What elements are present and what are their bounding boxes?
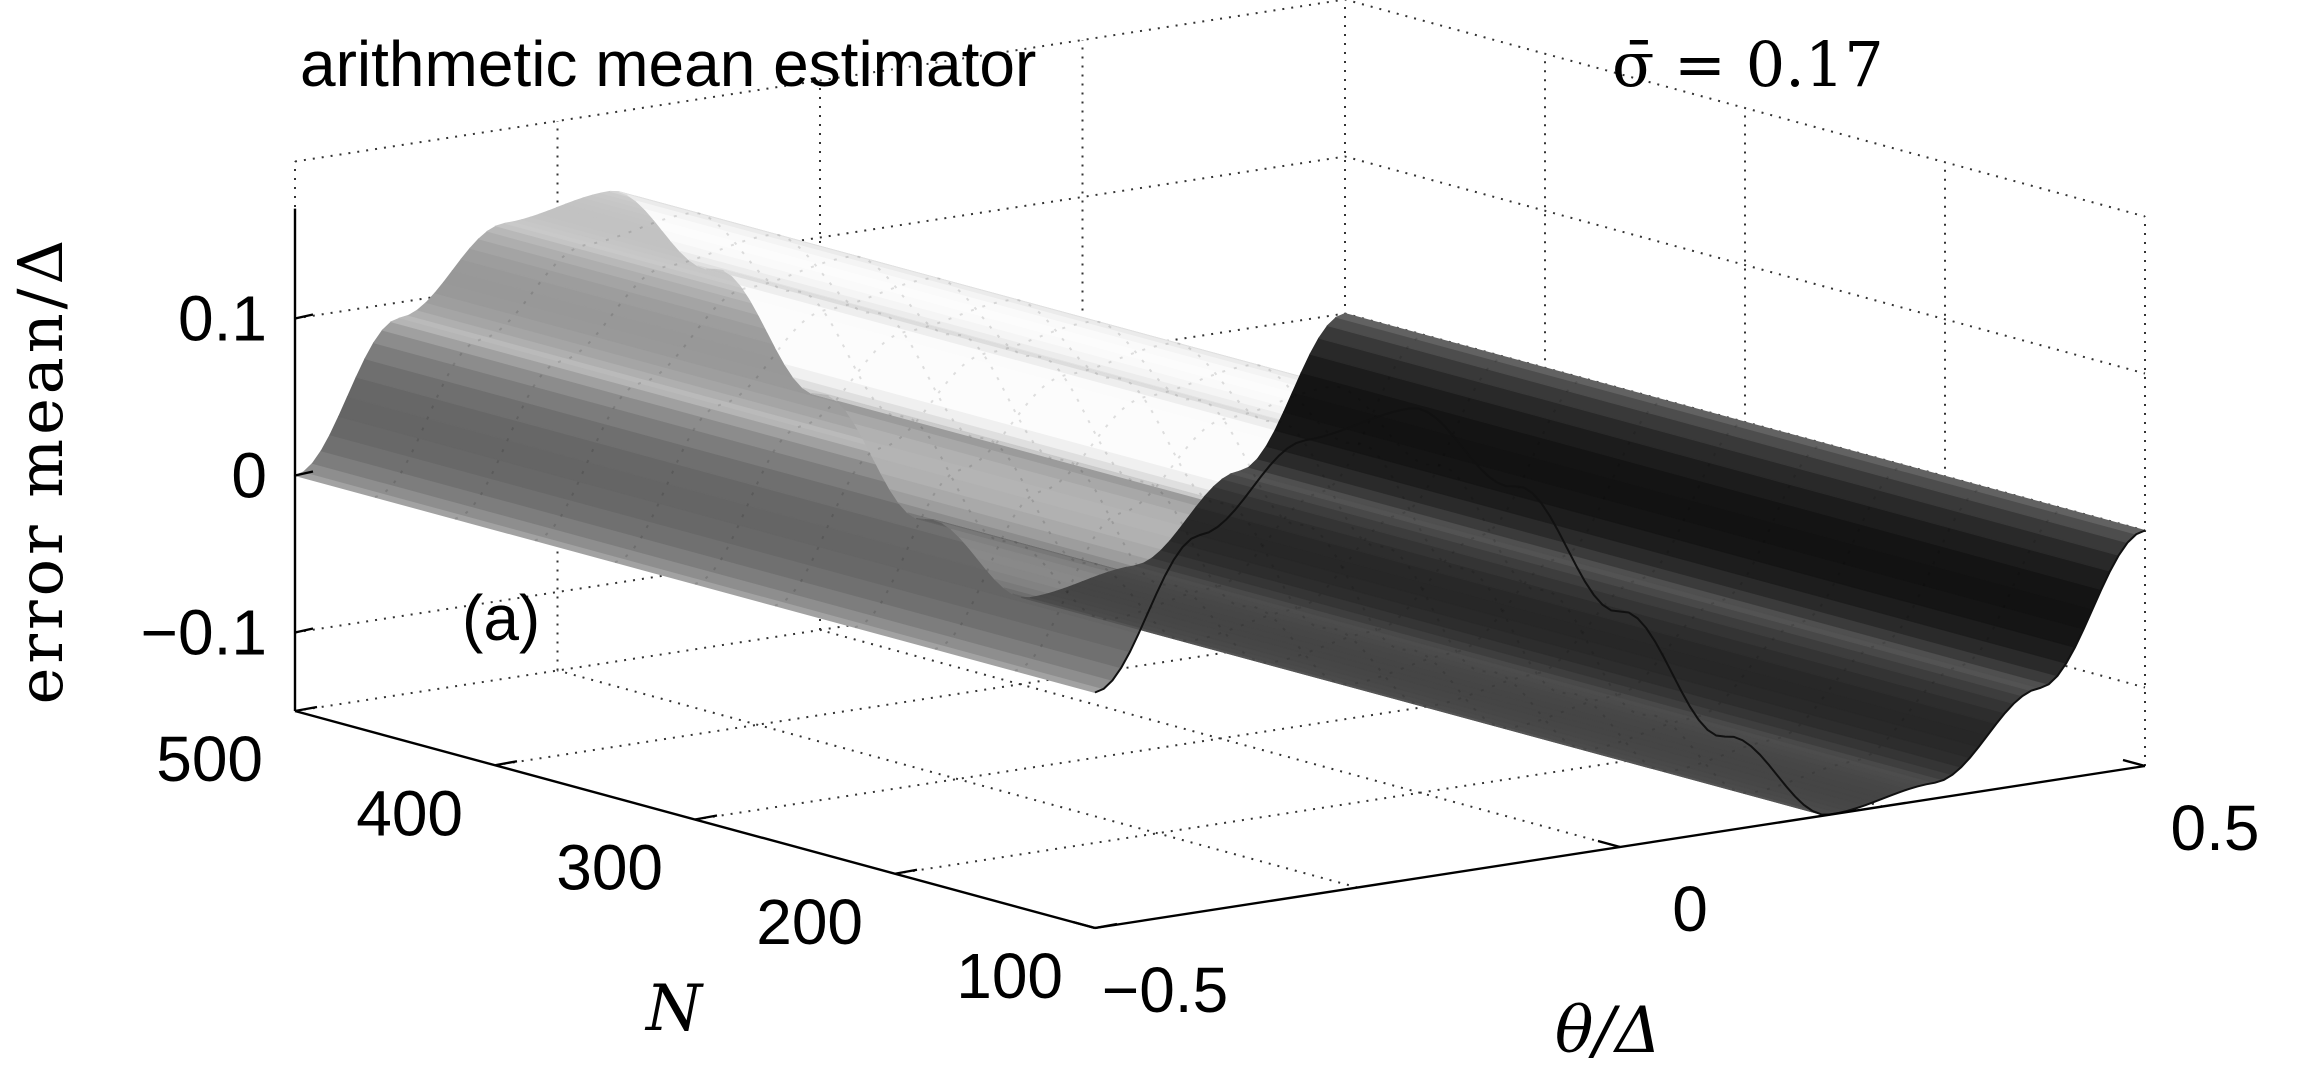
y-axis-label: N bbox=[644, 972, 704, 1046]
z-tick-label: 0.1 bbox=[178, 283, 267, 355]
n-tick-label: 200 bbox=[756, 886, 863, 958]
n-tick bbox=[494, 760, 518, 767]
z-tick bbox=[294, 313, 314, 320]
chart-subtitle: σ̄ = 0.17 bbox=[1612, 28, 1884, 101]
z-axis-label: error mean/Δ bbox=[4, 236, 77, 705]
panel-label: (a) bbox=[462, 582, 540, 654]
z-tick bbox=[294, 470, 314, 477]
theta-tick bbox=[2122, 758, 2146, 768]
axes bbox=[293, 208, 2146, 930]
grid-line bbox=[557, 669, 1358, 889]
grid-line bbox=[294, 548, 1346, 712]
n-tick-label: 100 bbox=[956, 940, 1063, 1012]
surface-front-edge bbox=[1094, 407, 2146, 816]
n-tick bbox=[1094, 922, 1118, 930]
surface bbox=[293, 190, 2147, 816]
n-tick bbox=[294, 705, 318, 713]
z-tick bbox=[294, 627, 314, 634]
n-tick-label: 400 bbox=[356, 777, 463, 849]
theta-tick bbox=[1597, 839, 1621, 849]
n-tick-label: 500 bbox=[156, 723, 263, 795]
grid-line bbox=[894, 710, 1946, 875]
grid-line bbox=[694, 656, 1746, 821]
theta-tick bbox=[1072, 920, 1096, 930]
theta-tick-label: 0 bbox=[1672, 873, 1708, 945]
grid-line bbox=[494, 602, 1546, 767]
z-tick-label: 0 bbox=[231, 440, 267, 512]
grid-line bbox=[294, 155, 2146, 375]
chart-title: arithmetic mean estimator bbox=[300, 28, 1036, 100]
labels: arithmetic mean estimator σ̄ = 0.17 (a) … bbox=[4, 28, 2259, 1068]
n-tick bbox=[894, 868, 918, 875]
n-tick bbox=[694, 814, 718, 821]
z-tick-label: −0.1 bbox=[141, 597, 267, 669]
n-tick-label: 300 bbox=[556, 832, 663, 904]
x-axis-label: θ/Δ bbox=[1555, 994, 1661, 1068]
theta-tick-label: −0.5 bbox=[1102, 954, 1228, 1026]
theta-tick-label: 0.5 bbox=[2171, 792, 2260, 864]
